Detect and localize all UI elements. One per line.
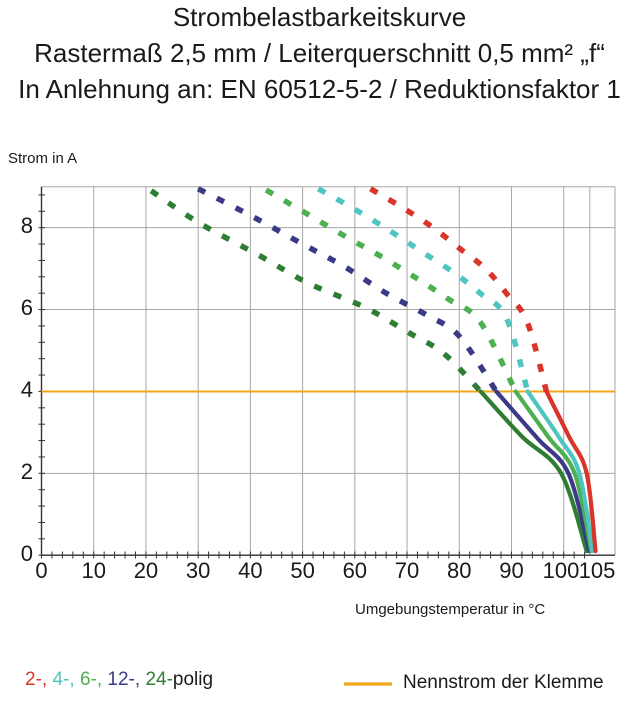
svg-text:8: 8 bbox=[21, 213, 33, 238]
svg-text:100: 100 bbox=[543, 558, 580, 583]
svg-text:20: 20 bbox=[134, 558, 158, 583]
svg-text:70: 70 bbox=[395, 558, 419, 583]
svg-text:2: 2 bbox=[21, 459, 33, 484]
svg-text:30: 30 bbox=[186, 558, 210, 583]
svg-text:50: 50 bbox=[290, 558, 314, 583]
svg-text:40: 40 bbox=[238, 558, 262, 583]
svg-text:105: 105 bbox=[579, 558, 616, 583]
svg-text:4: 4 bbox=[21, 377, 33, 402]
svg-text:60: 60 bbox=[343, 558, 367, 583]
svg-text:80: 80 bbox=[447, 558, 471, 583]
svg-text:0: 0 bbox=[21, 541, 33, 566]
svg-text:6: 6 bbox=[21, 295, 33, 320]
svg-text:90: 90 bbox=[499, 558, 523, 583]
svg-text:0: 0 bbox=[35, 558, 47, 583]
svg-text:10: 10 bbox=[81, 558, 105, 583]
